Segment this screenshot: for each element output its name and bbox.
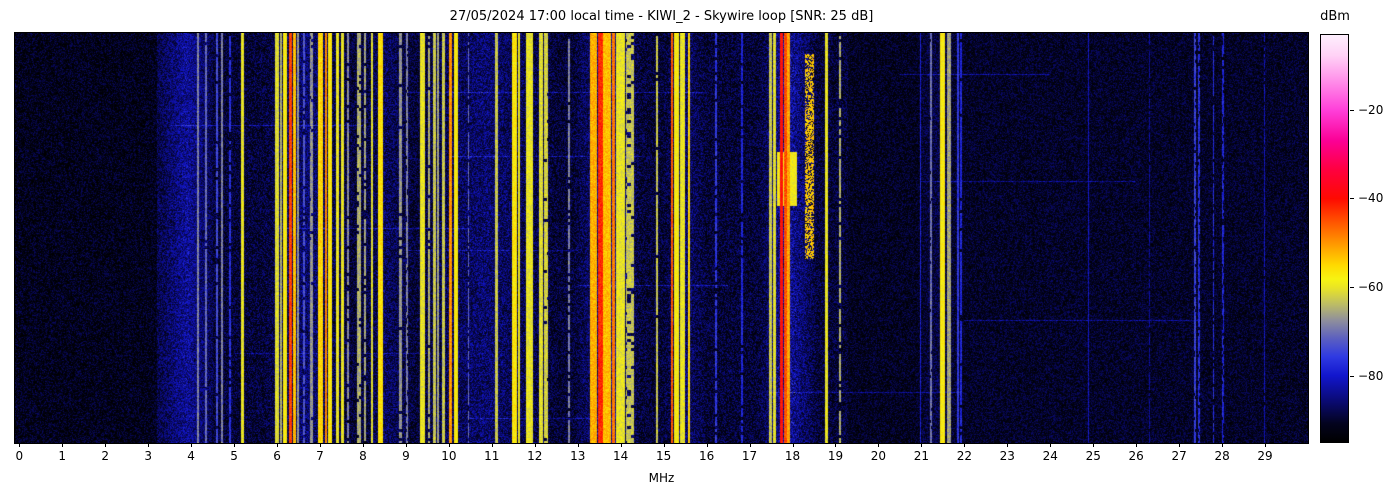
x-axis-label: MHz (648, 471, 675, 485)
colorbar-tick-label: −20 (1358, 102, 1384, 117)
x-tick-label: 18 (784, 449, 801, 463)
x-tick-mark (319, 443, 321, 447)
spectrogram-canvas (15, 33, 1308, 443)
colorbar-tick-label: −40 (1358, 191, 1384, 206)
chart-title: 27/05/2024 17:00 local time - KIWI_2 - S… (449, 9, 874, 24)
x-tick-mark (105, 443, 107, 447)
x-tick-mark (663, 443, 665, 447)
x-tick-label: 25 (1085, 449, 1101, 463)
x-tick-label: 24 (1042, 449, 1058, 463)
colorbar-label: dBm (1320, 9, 1350, 24)
plot-area (14, 32, 1309, 444)
x-tick-mark (1050, 443, 1052, 447)
x-tick-label: 16 (698, 449, 715, 463)
x-tick-mark (534, 443, 536, 447)
x-tick-mark (706, 443, 708, 447)
x-tick-mark (1265, 443, 1267, 447)
x-tick-mark (835, 443, 837, 447)
x-tick-label: 3 (144, 449, 152, 463)
x-tick-mark (491, 443, 493, 447)
colorbar-tick-label: −60 (1358, 280, 1384, 295)
x-tick-label: 20 (870, 449, 887, 463)
colorbar (1320, 34, 1349, 443)
x-tick-label: 11 (484, 449, 500, 463)
x-tick-label: 5 (230, 449, 238, 463)
x-tick-mark (921, 443, 923, 447)
x-tick-mark (1179, 443, 1181, 447)
x-tick-mark (964, 443, 966, 447)
x-tick-mark (620, 443, 622, 447)
x-tick-mark (19, 443, 21, 447)
x-tick-label: 9 (402, 449, 410, 463)
x-tick-label: 29 (1257, 449, 1273, 463)
colorbar-tick-mark (1350, 198, 1354, 200)
x-tick-label: 10 (441, 449, 457, 463)
x-tick-label: 27 (1171, 449, 1187, 463)
x-tick-label: 17 (741, 449, 758, 463)
x-tick-mark (792, 443, 794, 447)
x-tick-label: 2 (101, 449, 110, 463)
x-tick-mark (1136, 443, 1138, 447)
colorbar-tick-mark (1350, 376, 1354, 378)
colorbar-tick-mark (1350, 287, 1354, 289)
x-tick-label: 15 (656, 449, 672, 463)
x-tick-label: 19 (827, 449, 844, 463)
colorbar-tick-mark (1350, 109, 1354, 111)
x-tick-label: 23 (999, 449, 1015, 463)
x-tick-mark (148, 443, 150, 447)
x-tick-label: 8 (359, 449, 367, 463)
x-tick-label: 13 (570, 449, 586, 463)
x-tick-mark (62, 443, 64, 447)
x-tick-mark (234, 443, 236, 447)
x-tick-label: 0 (15, 449, 24, 463)
x-tick-label: 26 (1128, 449, 1144, 463)
x-tick-label: 12 (527, 449, 543, 463)
x-tick-mark (277, 443, 279, 447)
x-tick-mark (577, 443, 579, 447)
x-tick-mark (1222, 443, 1224, 447)
x-axis: 0 1 2 3 4 5 6 7 8 9 10 11 12 13 14 15 16 17 18 19 20 21 22 23 24… (0, 443, 1400, 483)
x-tick-label: 28 (1214, 449, 1230, 463)
x-tick-mark (448, 443, 450, 447)
x-tick-mark (1007, 443, 1009, 447)
x-tick-mark (405, 443, 407, 447)
x-tick-label: 6 (273, 449, 281, 463)
x-tick-label: 22 (956, 449, 972, 463)
x-tick-mark (878, 443, 880, 447)
x-tick-mark (362, 443, 364, 447)
x-tick-label: 14 (613, 449, 629, 463)
x-tick-mark (1093, 443, 1095, 447)
x-tick-label: 1 (58, 449, 67, 463)
x-tick-mark (749, 443, 751, 447)
colorbar-tick-label: −80 (1358, 369, 1384, 384)
x-tick-label: 7 (316, 449, 324, 463)
x-tick-label: 21 (913, 449, 930, 463)
x-tick-mark (191, 443, 193, 447)
x-tick-label: 4 (187, 449, 195, 463)
